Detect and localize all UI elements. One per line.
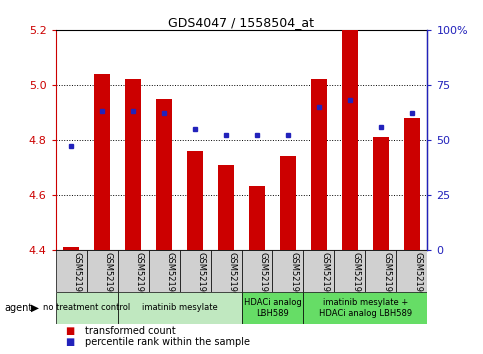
Bar <box>117 292 242 324</box>
Bar <box>94 74 110 250</box>
Bar <box>373 137 389 250</box>
Bar <box>218 165 234 250</box>
Bar <box>280 156 296 250</box>
Text: GSM521989: GSM521989 <box>258 252 268 302</box>
Bar <box>63 247 79 250</box>
Bar <box>56 250 86 292</box>
Text: ■: ■ <box>65 326 74 336</box>
Text: GSM521997: GSM521997 <box>321 252 329 302</box>
Text: GSM521990: GSM521990 <box>352 252 360 302</box>
Bar <box>397 250 427 292</box>
Text: HDACi analog
LBH589: HDACi analog LBH589 <box>243 298 301 318</box>
Bar <box>56 292 117 324</box>
Bar <box>187 151 203 250</box>
Bar <box>311 80 327 250</box>
Text: GSM521996: GSM521996 <box>227 252 237 302</box>
Text: transformed count: transformed count <box>85 326 175 336</box>
Bar <box>272 250 303 292</box>
Text: GSM521995: GSM521995 <box>135 252 143 302</box>
Bar <box>249 187 265 250</box>
Text: percentile rank within the sample: percentile rank within the sample <box>85 337 250 347</box>
Bar <box>334 250 366 292</box>
Text: GSM521993: GSM521993 <box>289 252 298 302</box>
Bar <box>180 250 211 292</box>
Bar <box>404 118 420 250</box>
Text: agent: agent <box>5 303 33 313</box>
Bar <box>303 250 334 292</box>
Text: GSM521991: GSM521991 <box>103 252 113 302</box>
Text: imatinib mesylate: imatinib mesylate <box>142 303 217 313</box>
Bar <box>303 292 427 324</box>
Bar <box>156 99 172 250</box>
Text: GSM521987: GSM521987 <box>72 252 82 302</box>
Bar <box>117 250 149 292</box>
Title: GDS4047 / 1558504_at: GDS4047 / 1558504_at <box>169 16 314 29</box>
Bar <box>211 250 242 292</box>
Bar <box>366 250 397 292</box>
Bar <box>125 80 141 250</box>
Bar <box>242 292 303 324</box>
Bar <box>242 250 272 292</box>
Text: no treatment control: no treatment control <box>43 303 130 313</box>
Text: GSM521992: GSM521992 <box>197 252 206 302</box>
Text: ■: ■ <box>65 337 74 347</box>
Bar <box>342 30 358 250</box>
Text: GSM521998: GSM521998 <box>413 252 423 302</box>
Text: GSM521994: GSM521994 <box>383 252 392 302</box>
Bar <box>86 250 117 292</box>
Text: ▶: ▶ <box>31 303 39 313</box>
Text: imatinib mesylate +
HDACi analog LBH589: imatinib mesylate + HDACi analog LBH589 <box>319 298 412 318</box>
Text: GSM521988: GSM521988 <box>166 252 174 302</box>
Bar <box>149 250 180 292</box>
